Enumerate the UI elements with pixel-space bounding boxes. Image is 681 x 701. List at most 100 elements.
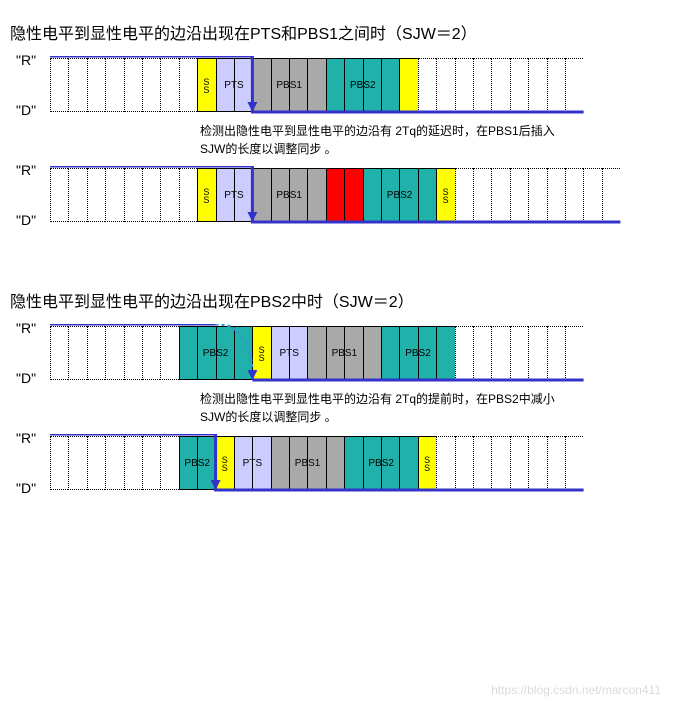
tq-cell bbox=[87, 436, 105, 490]
bar-1a: "R""D"SSPTSPBS1PBS2 bbox=[50, 58, 671, 112]
tq-cell bbox=[399, 326, 417, 380]
tq-cell bbox=[418, 168, 436, 222]
tq-cell bbox=[455, 58, 473, 112]
tq-cell bbox=[289, 436, 307, 490]
tq-cell bbox=[142, 168, 160, 222]
tq-cell bbox=[160, 58, 178, 112]
tq-cell bbox=[565, 58, 583, 112]
tq-cell bbox=[307, 168, 325, 222]
tq-cell bbox=[179, 58, 197, 112]
tq-cell bbox=[344, 168, 362, 222]
tq-cell bbox=[160, 168, 178, 222]
tq-cell bbox=[68, 436, 86, 490]
tq-cell bbox=[363, 58, 381, 112]
tq-cell bbox=[216, 436, 234, 490]
tq-cell bbox=[565, 326, 583, 380]
tq-cell bbox=[307, 436, 325, 490]
tq-cell bbox=[252, 58, 270, 112]
tq-cell bbox=[602, 168, 620, 222]
tq-cell bbox=[197, 326, 215, 380]
tq-cell bbox=[124, 326, 142, 380]
watermark: https://blog.csdn.net/marcon411 bbox=[491, 683, 661, 697]
label-d: "D" bbox=[16, 212, 36, 228]
label-d: "D" bbox=[16, 370, 36, 386]
tq-cell bbox=[418, 326, 436, 380]
tq-cell bbox=[363, 326, 381, 380]
tq-cell bbox=[491, 168, 509, 222]
tq-cell bbox=[399, 58, 417, 112]
tq-cell bbox=[381, 58, 399, 112]
tq-cell bbox=[307, 326, 325, 380]
tq-cell bbox=[160, 436, 178, 490]
tq-cell bbox=[436, 58, 454, 112]
label-r: "R" bbox=[16, 52, 36, 68]
bar-2a: "R""D"PBS2SSPTSPBS1PBS2 bbox=[50, 326, 671, 380]
tq-cell bbox=[436, 436, 454, 490]
tq-cell bbox=[565, 168, 583, 222]
tq-cell bbox=[399, 436, 417, 490]
tq-cell bbox=[547, 326, 565, 380]
tq-cell bbox=[179, 326, 197, 380]
tq-cell bbox=[326, 436, 344, 490]
tq-cell bbox=[381, 436, 399, 490]
tq-cell bbox=[252, 168, 270, 222]
section-title: 隐性电平到显性电平的边沿出现在PBS2中时（SJW＝2） bbox=[10, 288, 671, 312]
tq-cell bbox=[124, 58, 142, 112]
tq-cell bbox=[565, 436, 583, 490]
tq-cell bbox=[455, 436, 473, 490]
tq-cell bbox=[142, 58, 160, 112]
tq-cell bbox=[160, 326, 178, 380]
tq-cell bbox=[87, 168, 105, 222]
tq-cell bbox=[142, 436, 160, 490]
bar-2b: "R""D"PBS2SSPTSPBS1PBS2SS bbox=[50, 436, 671, 490]
tq-cell bbox=[528, 326, 546, 380]
timing-bar: SSPTSPBS1PBS2 bbox=[50, 58, 671, 112]
tq-cell bbox=[50, 326, 68, 380]
tq-cell bbox=[124, 168, 142, 222]
tq-cell bbox=[307, 58, 325, 112]
tq-cell bbox=[547, 436, 565, 490]
tq-cell bbox=[583, 168, 601, 222]
tq-cell bbox=[326, 326, 344, 380]
tq-cell bbox=[197, 436, 215, 490]
tq-cell bbox=[216, 326, 234, 380]
label-d: "D" bbox=[16, 102, 36, 118]
tq-cell bbox=[455, 326, 473, 380]
tq-cell bbox=[547, 58, 565, 112]
tq-cell bbox=[216, 168, 234, 222]
tq-cell bbox=[510, 168, 528, 222]
tq-cell bbox=[547, 168, 565, 222]
tq-cell bbox=[105, 326, 123, 380]
section-title: 隐性电平到显性电平的边沿出现在PTS和PBS1之间时（SJW＝2） bbox=[10, 20, 671, 44]
tq-cell bbox=[105, 168, 123, 222]
tq-cell bbox=[289, 168, 307, 222]
tq-cell bbox=[344, 326, 362, 380]
timing-bar: SSPTSPBS1PBS2SS bbox=[50, 168, 671, 222]
tq-cell bbox=[363, 436, 381, 490]
tq-cell bbox=[234, 436, 252, 490]
tq-cell bbox=[197, 58, 215, 112]
tq-cell bbox=[344, 58, 362, 112]
tq-cell bbox=[363, 168, 381, 222]
label-r: "R" bbox=[16, 162, 36, 178]
tq-cell bbox=[50, 168, 68, 222]
tq-cell bbox=[179, 436, 197, 490]
tq-cell bbox=[473, 168, 491, 222]
tq-cell bbox=[289, 58, 307, 112]
caption: 检测出隐性电平到显性电平的边沿有 2Tq的提前时，在PBS2中减小SJW的长度以… bbox=[200, 390, 580, 426]
tq-cell bbox=[289, 326, 307, 380]
tq-cell bbox=[344, 436, 362, 490]
tq-cell bbox=[142, 326, 160, 380]
tq-cell bbox=[491, 436, 509, 490]
tq-cell bbox=[399, 168, 417, 222]
tq-cell bbox=[50, 436, 68, 490]
tq-cell bbox=[68, 326, 86, 380]
label-r: "R" bbox=[16, 430, 36, 446]
label-d: "D" bbox=[16, 480, 36, 496]
tq-cell bbox=[252, 436, 270, 490]
timing-bar: PBS2SSPTSPBS1PBS2SS bbox=[50, 436, 671, 490]
tq-cell bbox=[234, 326, 252, 380]
tq-cell bbox=[68, 58, 86, 112]
tq-cell bbox=[510, 436, 528, 490]
tq-cell bbox=[528, 436, 546, 490]
